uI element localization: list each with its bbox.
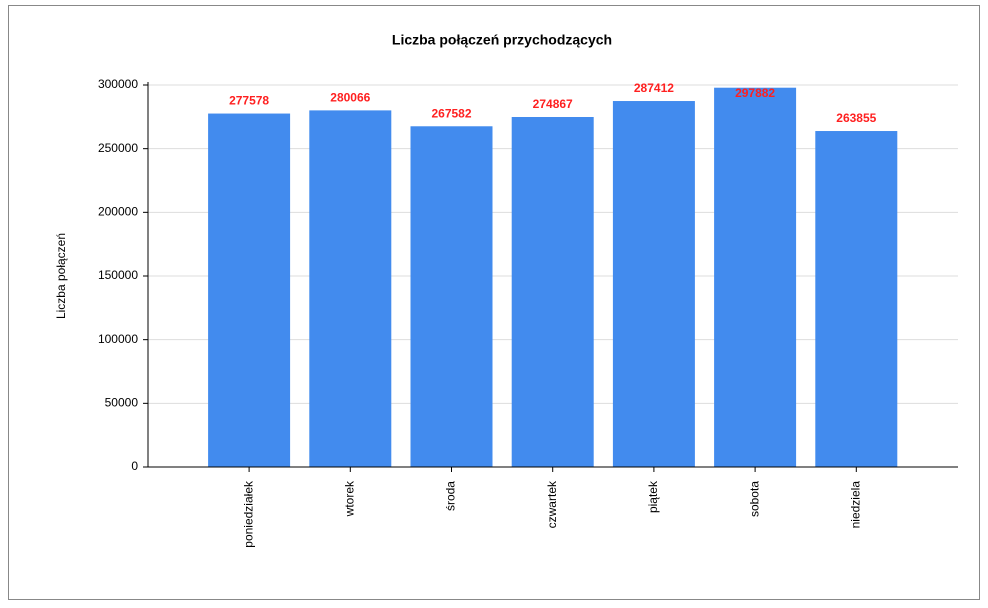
y-tick-label: 200000 xyxy=(98,205,138,219)
value-label: 277578 xyxy=(229,94,269,108)
bar xyxy=(309,110,392,467)
x-tick-label: piątek xyxy=(646,480,660,513)
value-label: 263855 xyxy=(836,111,876,125)
y-tick-label: 150000 xyxy=(98,268,138,282)
bar xyxy=(410,126,493,467)
y-tick-label: 100000 xyxy=(98,332,138,346)
y-tick-label: 300000 xyxy=(98,77,138,91)
bar xyxy=(612,101,695,467)
value-label: 267582 xyxy=(431,106,471,120)
x-tick-label: niedziela xyxy=(848,481,862,529)
x-tick-label: wtorek xyxy=(342,480,356,517)
value-label: 274867 xyxy=(533,97,573,111)
y-axis-label: Liczba połączeń xyxy=(54,233,68,319)
value-label: 297882 xyxy=(735,86,775,100)
x-tick-label: sobota xyxy=(747,481,761,517)
bar xyxy=(815,131,898,467)
y-tick-label: 50000 xyxy=(105,396,139,410)
x-tick-label: poniedziałek xyxy=(241,480,255,548)
bar xyxy=(714,87,797,467)
bar xyxy=(208,113,291,467)
x-tick-label: środa xyxy=(444,481,458,511)
value-label: 280066 xyxy=(330,91,370,105)
y-tick-label: 0 xyxy=(131,459,138,473)
y-tick-label: 250000 xyxy=(98,141,138,155)
x-tick-label: czwartek xyxy=(545,480,559,528)
value-label: 287412 xyxy=(634,81,674,95)
bar xyxy=(511,117,594,467)
chart-title: Liczba połączeń przychodzących xyxy=(392,32,612,48)
